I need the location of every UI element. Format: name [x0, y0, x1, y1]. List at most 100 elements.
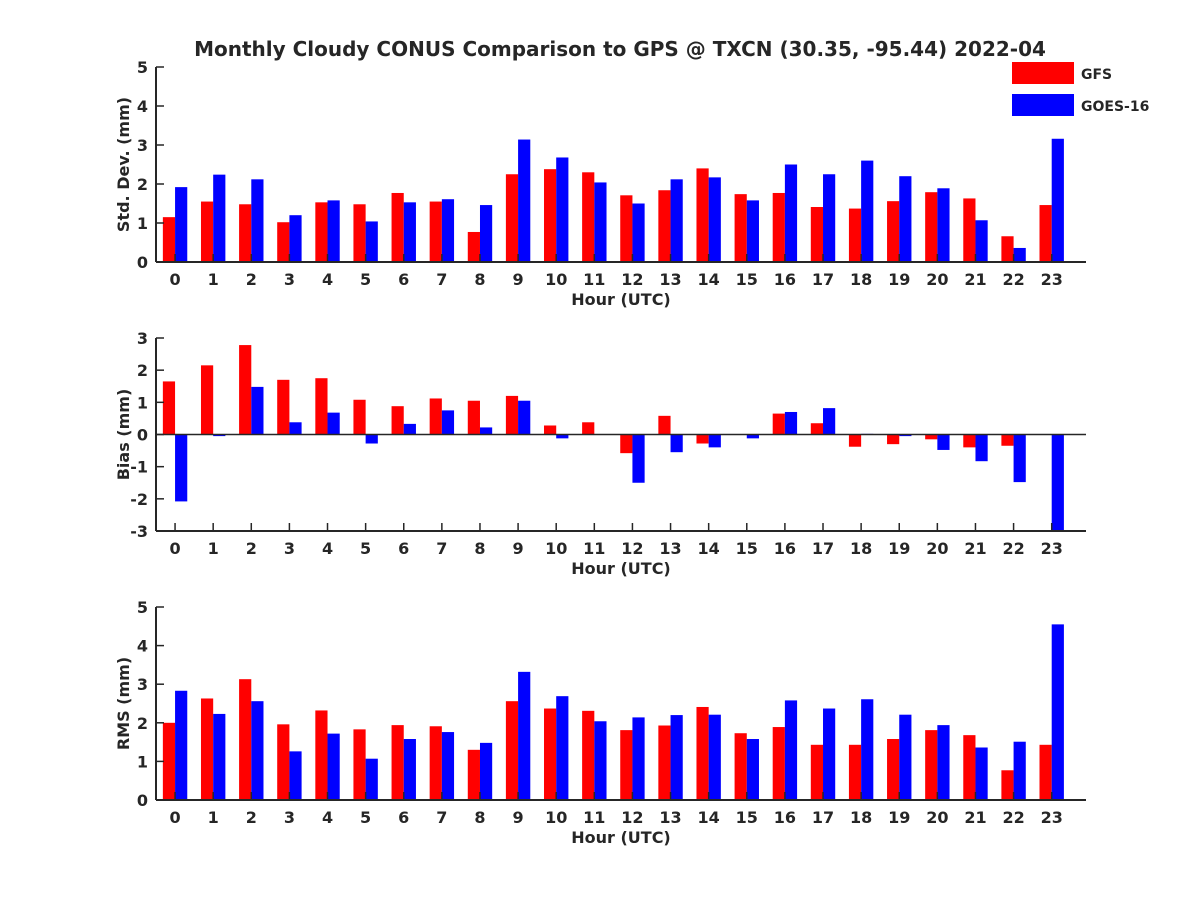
rms-bar-goes16-hour-23 [1051, 624, 1064, 800]
rms-bar-gfs-hour-8 [467, 749, 480, 800]
bias-x-tick-label: 14 [698, 539, 720, 558]
bias-bar-gfs-hour-14 [696, 434, 709, 444]
rms-y-tick-label: 3 [137, 675, 148, 694]
std-dev-bar-gfs-hour-11 [582, 172, 595, 262]
rms-bar-goes16-hour-22 [1013, 741, 1026, 800]
std-dev-x-tick-label: 3 [284, 270, 295, 289]
rms-x-axis-label: Hour (UTC) [571, 828, 671, 847]
bias-bar-gfs-hour-10 [544, 425, 557, 435]
std-dev-bar-gfs-hour-17 [810, 207, 824, 262]
std-dev-bar-goes16-hour-4 [327, 200, 340, 262]
rms-x-tick-label: 13 [659, 808, 681, 827]
bias-x-tick-label: 9 [513, 539, 524, 558]
bias-bar-goes16-hour-2 [251, 386, 264, 435]
std-dev-x-tick-label: 1 [208, 270, 219, 289]
bias-x-tick-label: 2 [246, 539, 257, 558]
std-dev-x-tick-label: 10 [545, 270, 567, 289]
std-dev-bar-gfs-hour-22 [1001, 236, 1014, 262]
rms-x-tick-label: 16 [774, 808, 796, 827]
bias-x-tick-label: 21 [964, 539, 986, 558]
bias-bar-goes16-hour-12 [632, 434, 645, 483]
std-dev-bar-goes16-hour-1 [213, 174, 226, 262]
bias-bar-goes16-hour-14 [708, 434, 721, 448]
bias-bar-gfs-hour-20 [925, 434, 938, 440]
bias-bar-gfs-hour-1 [200, 365, 214, 435]
std-dev-bar-gfs-hour-19 [887, 201, 900, 262]
rms-bar-goes16-hour-3 [289, 751, 302, 800]
rms-bar-goes16-hour-7 [441, 732, 455, 800]
bias-y-tick-label: -3 [130, 522, 148, 541]
std-dev-x-tick-label: 4 [322, 270, 333, 289]
rms-x-tick-label: 5 [360, 808, 371, 827]
bias-bar-goes16-hour-10 [556, 434, 569, 439]
bias-bar-gfs-hour-18 [848, 434, 862, 447]
bias-x-tick-label: 13 [659, 539, 681, 558]
rms-y-axis-label: RMS (mm) [114, 657, 133, 750]
rms-bar-gfs-hour-10 [544, 708, 557, 800]
rms-bar-goes16-hour-6 [403, 739, 416, 800]
bias-y-tick-label: 1 [137, 393, 148, 412]
bias-y-tick-label: -2 [130, 490, 148, 509]
std-dev-bar-goes16-hour-0 [175, 187, 188, 262]
std-dev-bar-goes16-hour-21 [975, 220, 988, 262]
bias-bar-goes16-hour-21 [975, 434, 988, 462]
bias-bar-goes16-hour-22 [1013, 434, 1026, 483]
rms-x-tick-label: 20 [926, 808, 948, 827]
std-dev-x-tick-label: 23 [1041, 270, 1063, 289]
rms-bar-goes16-hour-13 [670, 715, 683, 800]
std-dev-bar-goes16-hour-5 [365, 221, 378, 262]
legend-label-goes16: GOES-16 [1081, 99, 1149, 115]
rms-x-tick-label: 8 [474, 808, 485, 827]
rms-bar-gfs-hour-4 [315, 710, 328, 800]
rms-x-tick-label: 9 [513, 808, 524, 827]
rms-bar-goes16-hour-18 [861, 699, 874, 800]
std-dev-bar-gfs-hour-15 [734, 194, 747, 262]
std-dev-bar-goes16-hour-7 [441, 199, 455, 262]
std-dev-y-tick-label: 0 [137, 253, 148, 272]
bias-x-tick-label: 7 [436, 539, 447, 558]
bias-x-tick-label: 3 [284, 539, 295, 558]
std-dev-x-tick-label: 20 [926, 270, 948, 289]
std-dev-bar-gfs-hour-1 [200, 201, 214, 262]
std-dev-bar-goes16-hour-12 [632, 203, 645, 262]
rms-bar-gfs-hour-1 [200, 698, 214, 800]
std-dev-bar-gfs-hour-18 [848, 208, 862, 262]
bias-x-tick-label: 18 [850, 539, 872, 558]
std-dev-bar-goes16-hour-6 [403, 202, 416, 262]
std-dev-x-tick-label: 5 [360, 270, 371, 289]
rms-x-tick-label: 12 [621, 808, 643, 827]
bias-x-tick-label: 5 [360, 539, 371, 558]
rms-y-tick-label: 5 [137, 598, 148, 617]
bias-y-tick-label: 0 [137, 426, 148, 445]
bias-x-tick-label: 22 [1002, 539, 1024, 558]
bias-bar-gfs-hour-4 [315, 378, 328, 435]
rms-bar-gfs-hour-5 [353, 729, 366, 800]
std-dev-x-tick-label: 16 [774, 270, 796, 289]
std-dev-bar-goes16-hour-8 [479, 205, 493, 262]
bias-bar-goes16-hour-17 [823, 408, 836, 435]
std-dev-y-tick-label: 4 [137, 97, 148, 116]
rms-bar-gfs-hour-11 [582, 710, 595, 800]
bias-bar-gfs-hour-0 [162, 381, 176, 435]
bias-x-tick-label: 1 [208, 539, 219, 558]
rms-bar-goes16-hour-17 [823, 708, 836, 800]
rms-bar-goes16-hour-15 [746, 739, 759, 800]
std-dev-bar-goes16-hour-3 [289, 215, 302, 262]
rms-bar-gfs-hour-13 [658, 725, 671, 800]
std-dev-x-tick-label: 9 [513, 270, 524, 289]
std-dev-x-tick-label: 21 [964, 270, 986, 289]
rms-x-tick-label: 1 [208, 808, 219, 827]
std-dev-bar-gfs-hour-9 [505, 174, 519, 262]
rms-bar-goes16-hour-5 [365, 758, 378, 800]
rms-bar-gfs-hour-12 [620, 730, 633, 800]
std-dev-bar-goes16-hour-9 [518, 139, 531, 262]
bias-bar-goes16-hour-4 [327, 412, 340, 435]
legend-swatch-goes16 [1012, 94, 1074, 116]
rms-bar-goes16-hour-4 [327, 733, 340, 800]
rms-bar-goes16-hour-1 [213, 713, 226, 800]
std-dev-bar-gfs-hour-23 [1039, 205, 1052, 262]
std-dev-bar-gfs-hour-8 [467, 231, 480, 262]
bias-x-tick-label: 10 [545, 539, 567, 558]
